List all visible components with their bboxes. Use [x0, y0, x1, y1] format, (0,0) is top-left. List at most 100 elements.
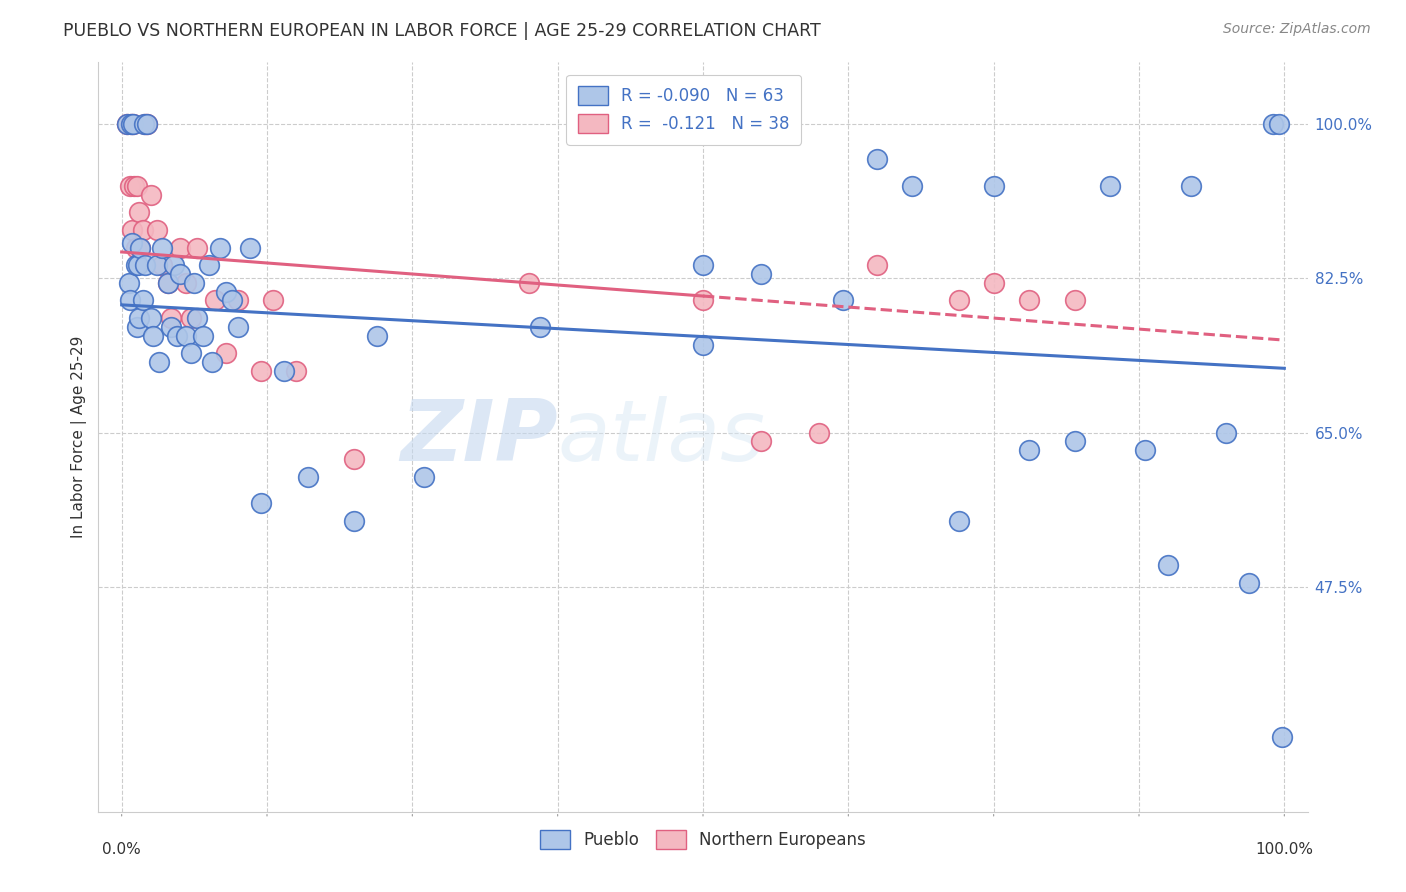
- Point: [180, 346, 202, 360]
- Point: [198, 258, 221, 272]
- Point: [118, 293, 141, 308]
- Point: [297, 469, 319, 483]
- Point: [163, 258, 186, 272]
- Point: [125, 319, 148, 334]
- Point: [159, 311, 181, 326]
- Point: [1239, 575, 1261, 590]
- Point: [983, 276, 1005, 290]
- Text: atlas: atlas: [558, 395, 766, 479]
- Point: [169, 241, 191, 255]
- Point: [191, 328, 214, 343]
- Point: [948, 293, 970, 308]
- Point: [517, 276, 540, 290]
- Point: [1018, 443, 1040, 458]
- Point: [169, 267, 191, 281]
- Point: [1157, 558, 1180, 572]
- Legend: Pueblo, Northern Europeans: Pueblo, Northern Europeans: [533, 823, 873, 855]
- Point: [529, 319, 551, 334]
- Point: [1271, 730, 1294, 744]
- Point: [749, 267, 772, 281]
- Text: 100.0%: 100.0%: [1256, 842, 1313, 857]
- Point: [121, 223, 143, 237]
- Point: [128, 205, 150, 219]
- Point: [122, 117, 145, 131]
- Point: [215, 285, 238, 299]
- Point: [749, 434, 772, 449]
- Point: [129, 241, 152, 255]
- Point: [201, 355, 224, 369]
- Point: [145, 223, 167, 237]
- Point: [1018, 293, 1040, 308]
- Point: [250, 364, 273, 378]
- Point: [139, 187, 162, 202]
- Point: [117, 117, 139, 131]
- Point: [1133, 443, 1156, 458]
- Point: [226, 293, 249, 308]
- Point: [215, 346, 238, 360]
- Point: [145, 258, 167, 272]
- Point: [124, 178, 146, 193]
- Point: [166, 328, 188, 343]
- Point: [831, 293, 853, 308]
- Point: [1215, 425, 1237, 440]
- Point: [866, 258, 889, 272]
- Point: [129, 241, 152, 255]
- Point: [901, 178, 924, 193]
- Point: [866, 153, 889, 167]
- Point: [127, 258, 149, 272]
- Point: [136, 117, 159, 131]
- Point: [131, 223, 153, 237]
- Text: Source: ZipAtlas.com: Source: ZipAtlas.com: [1223, 22, 1371, 37]
- Point: [413, 469, 436, 483]
- Point: [121, 236, 143, 251]
- Point: [139, 311, 162, 326]
- Point: [136, 117, 159, 131]
- Point: [118, 178, 141, 193]
- Point: [250, 496, 273, 510]
- Point: [273, 364, 295, 378]
- Point: [132, 117, 155, 131]
- Point: [159, 319, 181, 334]
- Point: [131, 293, 153, 308]
- Point: [134, 117, 156, 131]
- Text: PUEBLO VS NORTHERN EUROPEAN IN LABOR FORCE | AGE 25-29 CORRELATION CHART: PUEBLO VS NORTHERN EUROPEAN IN LABOR FOR…: [63, 22, 821, 40]
- Point: [122, 117, 145, 131]
- Point: [1064, 293, 1087, 308]
- Point: [1098, 178, 1121, 193]
- Point: [366, 328, 388, 343]
- Point: [150, 258, 173, 272]
- Point: [226, 319, 249, 334]
- Point: [1267, 117, 1289, 131]
- Point: [142, 328, 165, 343]
- Point: [343, 514, 366, 528]
- Point: [134, 258, 156, 272]
- Point: [209, 241, 232, 255]
- Point: [157, 276, 180, 290]
- Point: [120, 117, 142, 131]
- Point: [692, 293, 714, 308]
- Point: [186, 241, 208, 255]
- Point: [125, 178, 148, 193]
- Point: [1261, 117, 1284, 131]
- Point: [204, 293, 226, 308]
- Point: [148, 355, 170, 369]
- Point: [180, 311, 202, 326]
- Point: [221, 293, 243, 308]
- Text: 0.0%: 0.0%: [103, 842, 141, 857]
- Point: [285, 364, 308, 378]
- Point: [983, 178, 1005, 193]
- Point: [117, 117, 139, 131]
- Point: [157, 276, 180, 290]
- Y-axis label: In Labor Force | Age 25-29: In Labor Force | Age 25-29: [72, 336, 87, 538]
- Point: [120, 117, 142, 131]
- Point: [343, 452, 366, 467]
- Text: ZIP: ZIP: [401, 395, 558, 479]
- Point: [150, 241, 173, 255]
- Point: [124, 258, 146, 272]
- Point: [808, 425, 831, 440]
- Point: [174, 276, 197, 290]
- Point: [692, 337, 714, 351]
- Point: [1064, 434, 1087, 449]
- Point: [692, 258, 714, 272]
- Point: [124, 241, 146, 255]
